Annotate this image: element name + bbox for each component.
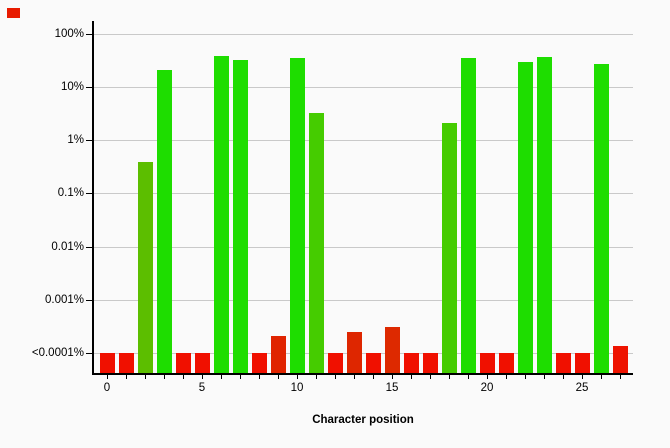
x-axis-tick [240,374,241,379]
bar[interactable] [118,353,134,373]
x-axis-tick [202,374,203,379]
bar[interactable] [289,57,305,373]
x-axis-tick [620,374,621,379]
bar[interactable] [327,353,343,373]
y-tick-label: 0.01% [51,240,84,253]
x-axis-tick [107,374,108,379]
x-axis-tick [544,374,545,379]
gridline [93,300,633,301]
y-tick-label: 0.001% [44,294,84,306]
bar[interactable] [403,353,419,373]
bar[interactable] [346,332,362,373]
bar[interactable] [422,353,438,373]
x-axis-tick [164,374,165,379]
bar[interactable] [441,122,457,373]
bar[interactable] [365,353,381,373]
x-axis-tick [506,374,507,379]
y-axis-tick [86,33,93,35]
x-axis-tick [145,374,146,379]
bar[interactable] [194,353,210,373]
bar[interactable] [574,353,590,373]
x-axis-tick [259,374,260,379]
y-axis-tick [86,300,93,301]
x-axis-tick [468,374,469,379]
x-axis-tick [278,374,279,379]
bar[interactable] [555,353,571,373]
x-axis-title: Character position [312,414,414,426]
bar[interactable] [175,353,191,373]
x-axis-tick [411,374,412,379]
bar[interactable] [308,113,324,373]
bar[interactable] [137,161,153,373]
bar[interactable] [99,353,115,373]
gridline [93,193,633,195]
red-marker [7,8,20,18]
y-axis-tick [86,246,93,248]
x-axis-tick [487,374,488,379]
bar[interactable] [460,57,476,373]
x-axis-tick [430,374,431,379]
y-axis-tick [86,353,93,355]
y-tick-label: 0.1% [57,187,84,200]
y-axis-tick [86,193,93,195]
x-axis-tick [221,374,222,379]
x-axis-tick [316,374,317,379]
x-axis-tick [563,374,564,379]
y-axis [92,21,94,375]
x-axis-tick [354,374,355,379]
x-tick-label: 10 [290,382,304,394]
y-tick-label: 1% [67,134,84,147]
x-axis-tick [126,374,127,379]
x-axis-tick [525,374,526,379]
bar[interactable] [536,56,552,373]
bar[interactable] [612,345,628,373]
bar[interactable] [251,353,267,373]
gridline [93,140,633,142]
y-axis-tick [86,140,93,142]
x-axis [92,373,633,375]
gridline [93,246,633,248]
bar[interactable] [156,69,172,373]
bar[interactable] [270,336,286,373]
bar[interactable] [479,353,495,373]
x-tick-label: 0 [103,382,111,394]
x-axis-tick [392,374,393,379]
x-tick-label: 20 [480,382,494,394]
bar[interactable] [593,63,609,373]
x-axis-tick [373,374,374,379]
y-tick-label: 10% [60,80,84,93]
x-axis-tick [297,374,298,379]
bar[interactable] [517,62,533,373]
y-axis-tick [86,86,93,88]
bar[interactable] [232,59,248,373]
x-axis-tick [582,374,583,379]
gridline [93,353,633,355]
x-tick-label: 5 [198,382,206,394]
x-axis-tick [183,374,184,379]
x-tick-label: 25 [575,382,589,394]
x-axis-tick [449,374,450,379]
x-axis-tick [335,374,336,379]
gridline [93,33,633,35]
gridline [93,86,633,88]
x-axis-tick [601,374,602,379]
y-tick-label: <0.0001% [31,347,84,360]
x-tick-label: 15 [385,382,399,394]
y-tick-label: 100% [54,27,84,40]
bar[interactable] [213,55,229,373]
bar[interactable] [384,327,400,373]
bar[interactable] [498,353,514,373]
